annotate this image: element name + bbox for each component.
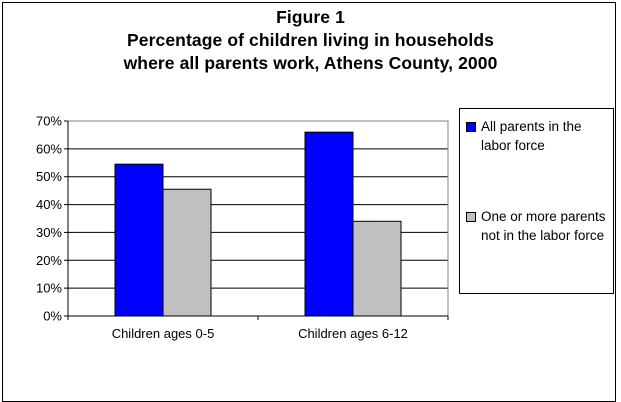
legend-label-series-1: All parents in the labor force	[481, 119, 582, 153]
y-tick-label: 70%	[36, 114, 62, 129]
y-tick-label: 60%	[36, 141, 62, 156]
y-tick-label: 30%	[36, 225, 62, 240]
legend-item-series-2: One or more parents not in the labor for…	[466, 207, 609, 245]
legend-swatch-series-1	[466, 122, 476, 132]
title-line-1: Figure 1	[276, 7, 345, 27]
bar-series-2-2	[352, 220, 402, 317]
legend-swatch-series-2	[466, 212, 476, 222]
y-tick-label: 20%	[36, 253, 62, 268]
title-line-2: Percentage of children living in househo…	[127, 30, 494, 50]
legend: All parents in the labor force One or mo…	[459, 108, 614, 294]
y-tick-label: 0%	[43, 309, 62, 324]
bar-series-1-1	[114, 163, 164, 317]
legend-label-series-2: One or more parents not in the labor for…	[481, 209, 606, 243]
x-category-label: Children ages 0-5	[112, 326, 215, 341]
y-tick-label: 40%	[36, 197, 62, 212]
chart-title: Figure 1 Percentage of children living i…	[0, 6, 621, 75]
y-tick-label: 50%	[36, 169, 62, 184]
legend-item-series-1: All parents in the labor force	[466, 117, 609, 155]
bar-series-2-1	[162, 188, 212, 317]
y-tick-label: 10%	[36, 281, 62, 296]
title-line-3: where all parents work, Athens County, 2…	[123, 53, 498, 73]
x-category-label: Children ages 6-12	[298, 326, 408, 341]
bar-series-1-2	[304, 131, 354, 317]
